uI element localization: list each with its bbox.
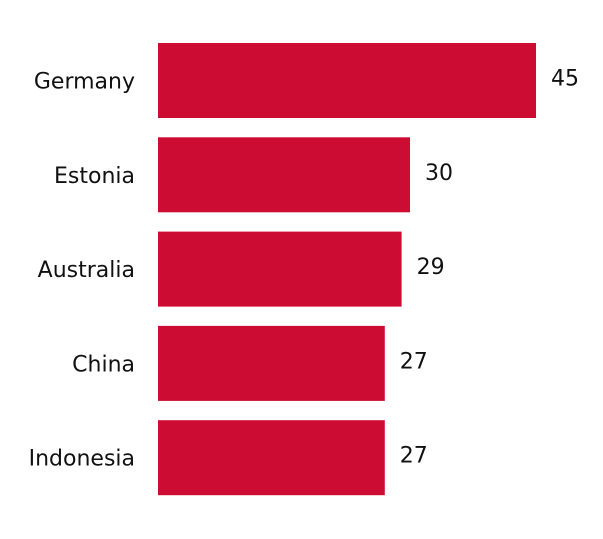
bar (158, 43, 536, 118)
category-label: Australia (38, 258, 135, 283)
value-label: 29 (417, 255, 445, 280)
value-label: 27 (400, 349, 428, 374)
value-label: 45 (551, 67, 579, 92)
category-label: China (72, 352, 135, 377)
bar (158, 231, 402, 307)
value-label: 27 (400, 444, 428, 469)
category-label: Estonia (54, 164, 135, 189)
category-label: Germany (34, 70, 135, 95)
bar (158, 325, 385, 401)
value-label: 30 (425, 161, 453, 186)
bar (158, 420, 385, 496)
category-label: Indonesia (29, 447, 135, 472)
bar (158, 137, 410, 213)
